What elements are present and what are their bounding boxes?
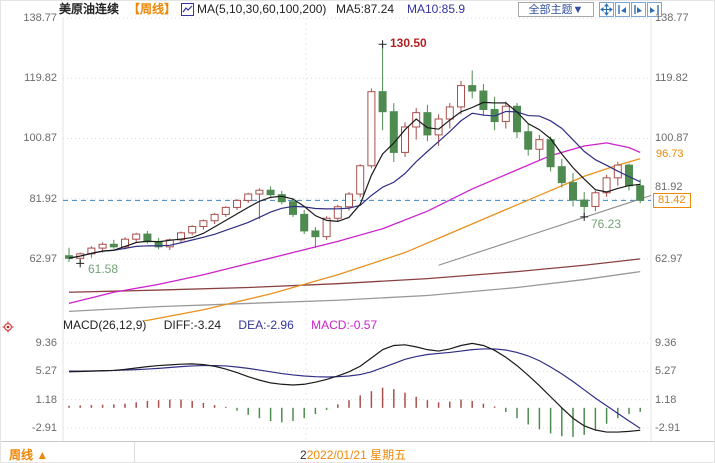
y-axis-label: 119.82: [24, 72, 57, 85]
jump-latest-icon[interactable]: [647, 2, 662, 17]
y-axis-label: 100.87: [23, 132, 57, 145]
y-axis-label: 62.97: [655, 252, 683, 265]
theme-dropdown-button[interactable]: 全部主题▼: [518, 2, 594, 17]
y-axis-label: 5.27: [655, 365, 677, 378]
macd-settings-icon[interactable]: [2, 321, 14, 333]
date-label: 22022/01/21 星期五: [300, 448, 407, 462]
y-axis-label: 62.97: [29, 252, 57, 265]
footer-divider: [134, 442, 135, 462]
high-price-annotation: 130.50: [390, 36, 427, 50]
y-axis-label: 9.36: [35, 337, 57, 349]
y-axis-label: 1.18: [35, 393, 57, 406]
ma-price-tag: 96.73: [656, 148, 684, 160]
period-selector[interactable]: 周线 ▲: [9, 448, 49, 462]
symbol-name: 美原油连续: [59, 2, 120, 16]
period-tag: 【周线】: [128, 2, 177, 16]
macd-macd-value: MACD:-0.57: [311, 318, 378, 332]
ma10-value: MA10:85.9: [407, 2, 466, 16]
expand-right-icon[interactable]: [631, 2, 646, 17]
footer-bar: 周线 ▲ 22022/01/21 星期五: [1, 441, 714, 462]
y-axis-label: 138.77: [655, 12, 689, 24]
macd-dea-value: DEA:-2.96: [238, 318, 294, 332]
compress-left-icon[interactable]: [615, 2, 630, 17]
y-axis-label: 5.27: [35, 365, 57, 378]
y-axis-label: 81.92: [29, 192, 57, 205]
y-axis-label: 81.92: [655, 180, 683, 193]
ma-params-label: MA(5,10,30,60,100,200): [197, 2, 327, 16]
up-triangle-icon: ▲: [36, 448, 49, 462]
low-price-annotation-left: 61.58: [88, 262, 119, 276]
macd-params-label: MACD(26,12,9): [63, 318, 147, 332]
ma5-value: MA5:87.24: [336, 2, 395, 16]
y-axis-label: -2.91: [655, 421, 681, 434]
last-price-tag: 81.42: [653, 193, 691, 208]
y-axis-label: -2.91: [31, 421, 57, 434]
low-price-annotation-right: 76.23: [591, 217, 622, 231]
pan-icon[interactable]: [599, 2, 614, 17]
macd-header: MACD(26,12,9) DIFF:-3.24 DEA:-2.96 MACD:…: [63, 318, 391, 332]
y-axis-label: 100.87: [655, 132, 689, 145]
y-axis-label: 138.77: [23, 12, 57, 24]
macd-diff-value: DIFF:-3.24: [163, 318, 222, 332]
y-axis-label: 119.82: [655, 72, 688, 85]
y-axis-label: 9.36: [655, 337, 677, 349]
y-axis-label: 1.18: [655, 393, 677, 406]
